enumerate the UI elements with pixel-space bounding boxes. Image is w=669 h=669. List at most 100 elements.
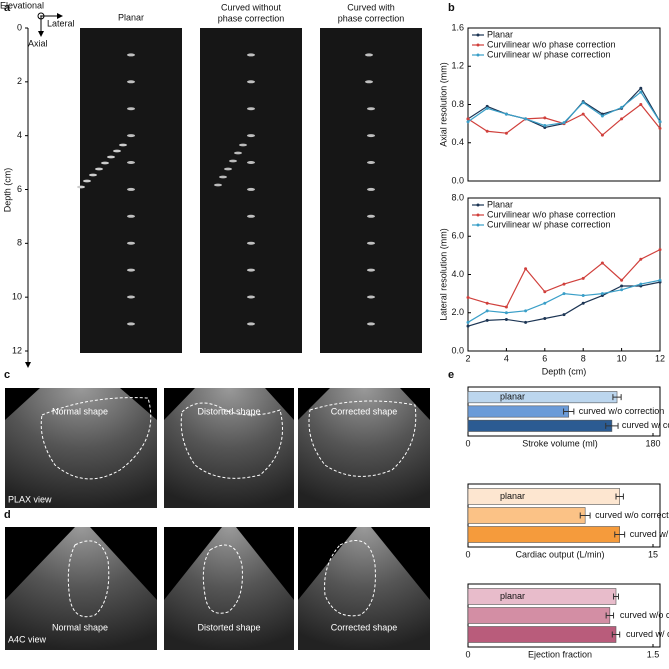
series-line — [467, 249, 661, 308]
point-target — [247, 161, 255, 164]
point-target — [247, 53, 255, 57]
data-point — [562, 313, 566, 317]
bar-label: curved w/ correction — [630, 529, 669, 539]
data-point — [543, 116, 547, 120]
x-tick-label: 1.5 — [647, 649, 660, 659]
image-title: Curved without — [221, 2, 282, 12]
y-tick-label: 2.0 — [451, 307, 464, 317]
error-bar — [611, 631, 621, 638]
point-target — [214, 183, 222, 187]
image-title: Planar — [118, 12, 144, 22]
error-bar — [563, 408, 575, 415]
point-target — [127, 268, 135, 272]
data-point — [581, 294, 585, 298]
point-target — [367, 107, 375, 111]
data-point — [543, 124, 547, 128]
bar-label: curved w/o correction — [595, 510, 669, 520]
y-axis-label: Depth (cm) — [2, 168, 12, 213]
point-targets — [77, 53, 375, 326]
x-axis-label: Stroke volume (ml) — [522, 438, 598, 448]
point-target — [247, 295, 255, 299]
point-target — [239, 143, 247, 147]
point-target — [127, 241, 135, 245]
point-target — [367, 187, 375, 191]
point-target — [219, 175, 227, 179]
error-bar — [605, 422, 619, 429]
point-target — [127, 187, 135, 191]
error-bar — [613, 593, 619, 600]
point-target — [77, 185, 85, 189]
panel-label: a — [4, 2, 11, 14]
data-point — [562, 292, 566, 296]
point-target — [95, 167, 103, 171]
bar — [467, 607, 611, 624]
bar — [467, 507, 586, 524]
view-label: PLAX view — [8, 494, 52, 504]
image-label: Corrected shape — [331, 406, 398, 416]
x-tick-label: 180 — [645, 438, 660, 448]
y-tick-label: 1.6 — [451, 22, 464, 32]
data-point — [581, 101, 585, 105]
y-tick-label: 10 — [12, 292, 22, 302]
bar-label: curved w/o correction — [579, 406, 665, 416]
panel-label: d — [4, 509, 11, 521]
legend-label: Curvilinear w/o phase correction — [487, 39, 616, 49]
data-point — [485, 301, 489, 305]
point-target — [247, 322, 255, 326]
data-point — [504, 112, 508, 116]
data-point — [581, 276, 585, 280]
error-bar — [614, 531, 626, 538]
point-target — [127, 134, 135, 138]
y-tick-label: 4 — [17, 130, 22, 140]
error-bar — [605, 612, 615, 619]
image-label: Normal shape — [52, 406, 108, 416]
point-target — [127, 322, 135, 326]
point-target — [367, 161, 375, 164]
data-point — [466, 120, 470, 124]
x-tick-label: 2 — [465, 353, 470, 363]
data-point — [620, 278, 624, 282]
data-point — [466, 320, 470, 324]
bar — [467, 419, 613, 432]
bar — [467, 488, 620, 505]
point-target — [365, 53, 373, 57]
data-point — [581, 301, 585, 305]
point-target — [367, 295, 375, 299]
point-target — [247, 268, 255, 272]
data-point — [504, 311, 508, 315]
data-point — [658, 120, 662, 124]
point-target — [119, 143, 127, 147]
data-point — [581, 112, 585, 116]
bar-label: curved w/o correction — [620, 610, 669, 620]
legend-label: Curvilinear w/o phase correction — [487, 209, 616, 219]
point-target — [247, 80, 255, 84]
plax-images — [5, 388, 430, 508]
y-tick-label: 1.2 — [451, 61, 464, 71]
point-target — [229, 159, 237, 163]
y-tick-label: 6.0 — [451, 231, 464, 241]
legend-marker — [476, 203, 480, 207]
point-target — [367, 134, 375, 138]
bar — [467, 391, 618, 404]
data-point — [658, 126, 662, 130]
data-point — [600, 114, 604, 118]
data-point — [562, 282, 566, 286]
point-target — [127, 214, 135, 218]
series-line — [467, 91, 661, 127]
x-tick-label: 0 — [465, 649, 470, 659]
y-tick-label: 8.0 — [451, 192, 464, 202]
data-point — [466, 324, 470, 328]
data-point — [524, 320, 528, 324]
bar — [467, 626, 617, 643]
data-point — [620, 288, 624, 292]
legend-marker — [476, 53, 480, 57]
x-tick-label: 4 — [504, 353, 509, 363]
orientation-label: Elevational — [0, 0, 44, 10]
y-tick-label: 0 — [17, 22, 22, 32]
point-target — [89, 173, 97, 177]
y-tick-label: 0.0 — [451, 345, 464, 355]
x-tick-label: 6 — [542, 353, 547, 363]
point-target — [367, 214, 375, 218]
point-target — [247, 214, 255, 218]
point-target — [247, 187, 255, 191]
